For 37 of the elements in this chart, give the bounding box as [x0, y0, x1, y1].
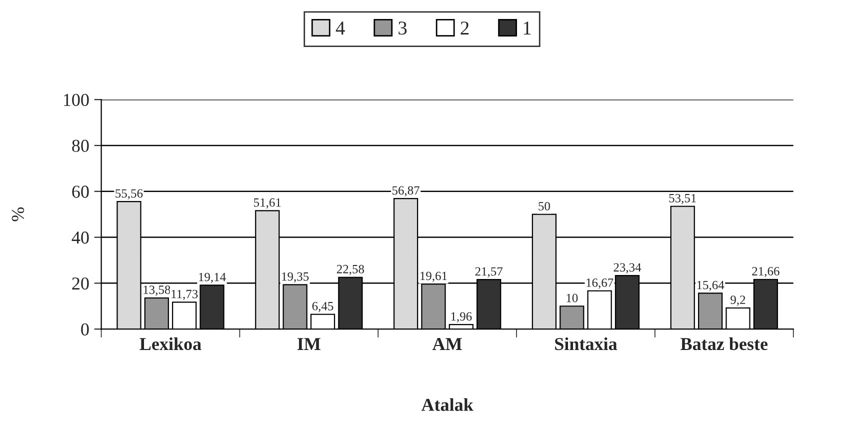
x-tick-label: Sintaxia — [555, 337, 618, 350]
y-tick-label: 20 — [72, 277, 89, 290]
data-label: 15,64 — [697, 280, 724, 292]
legend-label: 3 — [398, 22, 407, 35]
x-tick-label: Lexikoa — [140, 337, 202, 350]
data-label: 10 — [566, 294, 578, 302]
data-label: 50 — [538, 202, 550, 210]
y-tick-label: 40 — [72, 232, 89, 244]
x-axis-title: Atalak — [421, 398, 474, 411]
data-label: 22,58 — [336, 264, 364, 276]
data-label: 56,87 — [392, 186, 420, 196]
x-tick-label: AM — [432, 338, 462, 350]
data-label: 21,66 — [752, 267, 780, 278]
y-tick-label: 0 — [81, 323, 89, 336]
y-tick-label: 60 — [72, 186, 89, 198]
x-tick-label: IM — [297, 338, 320, 350]
legend-label: 4 — [336, 22, 345, 34]
y-axis-title: % — [12, 207, 24, 222]
y-tick-label: 80 — [72, 140, 89, 152]
data-label: 16,67 — [586, 278, 614, 289]
data-label: 1,96 — [451, 312, 472, 322]
data-label: 19,35 — [282, 272, 309, 283]
data-label: 53,51 — [669, 194, 696, 204]
legend-label: 1 — [524, 22, 531, 34]
y-tick-label: 100 — [64, 94, 89, 106]
x-tick-label: Bataz beste — [680, 337, 768, 350]
data-label: 55,56 — [116, 189, 143, 200]
data-label: 13,58 — [144, 286, 170, 296]
data-label: 9,2 — [730, 296, 746, 306]
data-label: 23,34 — [614, 263, 642, 274]
data-label: 19,14 — [199, 272, 226, 284]
data-label: 19,61 — [420, 272, 447, 282]
legend-label: 2 — [460, 22, 469, 34]
data-label: 6,45 — [312, 302, 334, 312]
data-label: 11,73 — [172, 290, 198, 300]
data-label: 21,57 — [475, 267, 503, 278]
data-label: 51,61 — [254, 198, 281, 209]
